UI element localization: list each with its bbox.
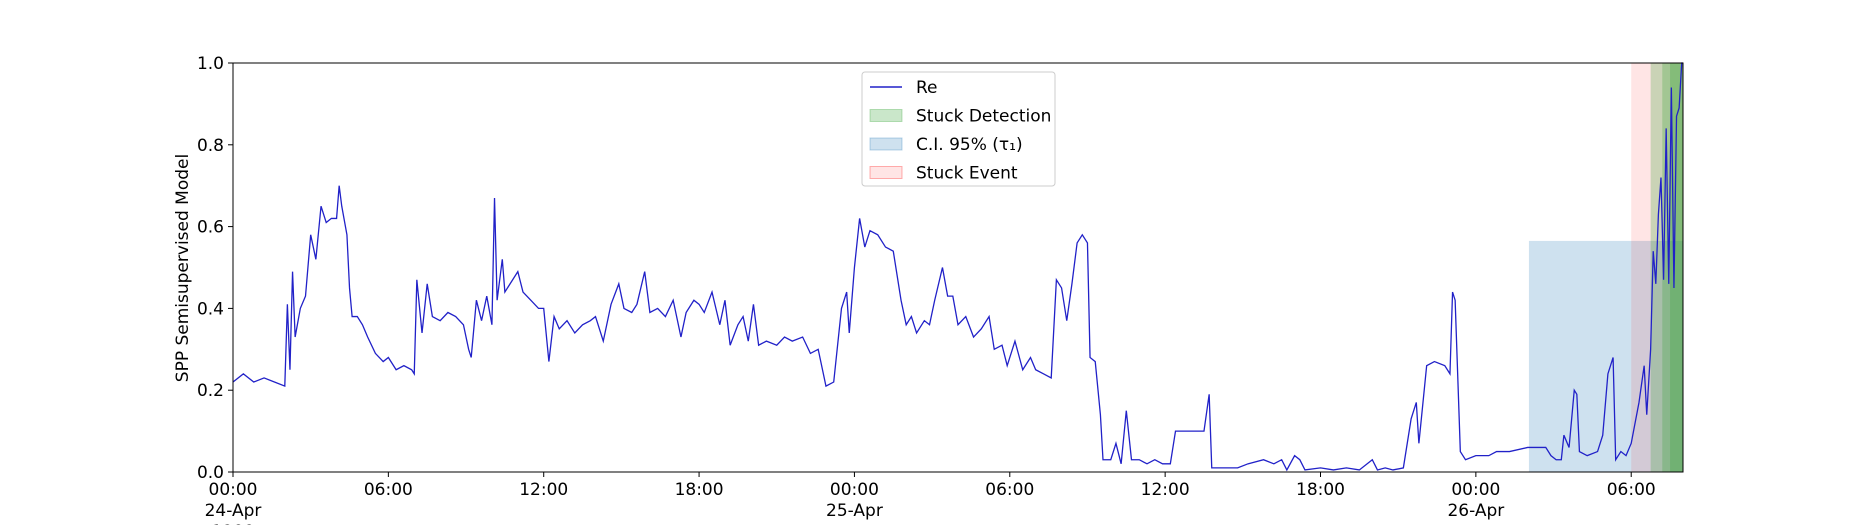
legend-patch	[869, 137, 903, 151]
y-tick-label: 0.8	[197, 136, 224, 156]
legend-label: Stuck Event	[916, 164, 1018, 184]
x-tick-label: 06:00	[364, 480, 413, 500]
data-line	[232, 62, 1683, 472]
x-tick-label: 06:00	[1607, 480, 1656, 500]
region-span	[1670, 63, 1683, 472]
legend-label: C.I. 95% (τ₁)	[916, 135, 1023, 155]
plot-frame	[232, 62, 1684, 473]
legend-patch	[869, 109, 903, 122]
legend-box	[861, 71, 1056, 187]
x-tick-label: 12:00	[1141, 480, 1190, 500]
legend-label: Stuck Detection	[916, 107, 1051, 127]
y-tick-label: 0.0	[197, 463, 224, 483]
y-axis-label: SPP Semisupervised Model	[173, 154, 193, 382]
region-span	[1662, 63, 1683, 472]
y-tick-label: 0.6	[197, 218, 224, 238]
legend-patch	[869, 166, 903, 179]
region-span	[1528, 240, 1683, 472]
y-tick-label: 0.2	[197, 381, 224, 401]
legend-label: Re	[916, 78, 938, 98]
x-tick-label: 18:00	[1296, 480, 1345, 500]
x-tick-label: 18:00	[675, 480, 724, 500]
x-tick-label: 00:00 25-Apr	[826, 480, 883, 521]
y-tick-label: 0.4	[197, 299, 224, 319]
x-tick-label: 00:00 26-Apr	[1447, 480, 1504, 521]
x-tick-label: 06:00	[985, 480, 1034, 500]
x-tick-label: 12:00	[519, 480, 568, 500]
y-tick-label: 1.0	[197, 54, 224, 74]
